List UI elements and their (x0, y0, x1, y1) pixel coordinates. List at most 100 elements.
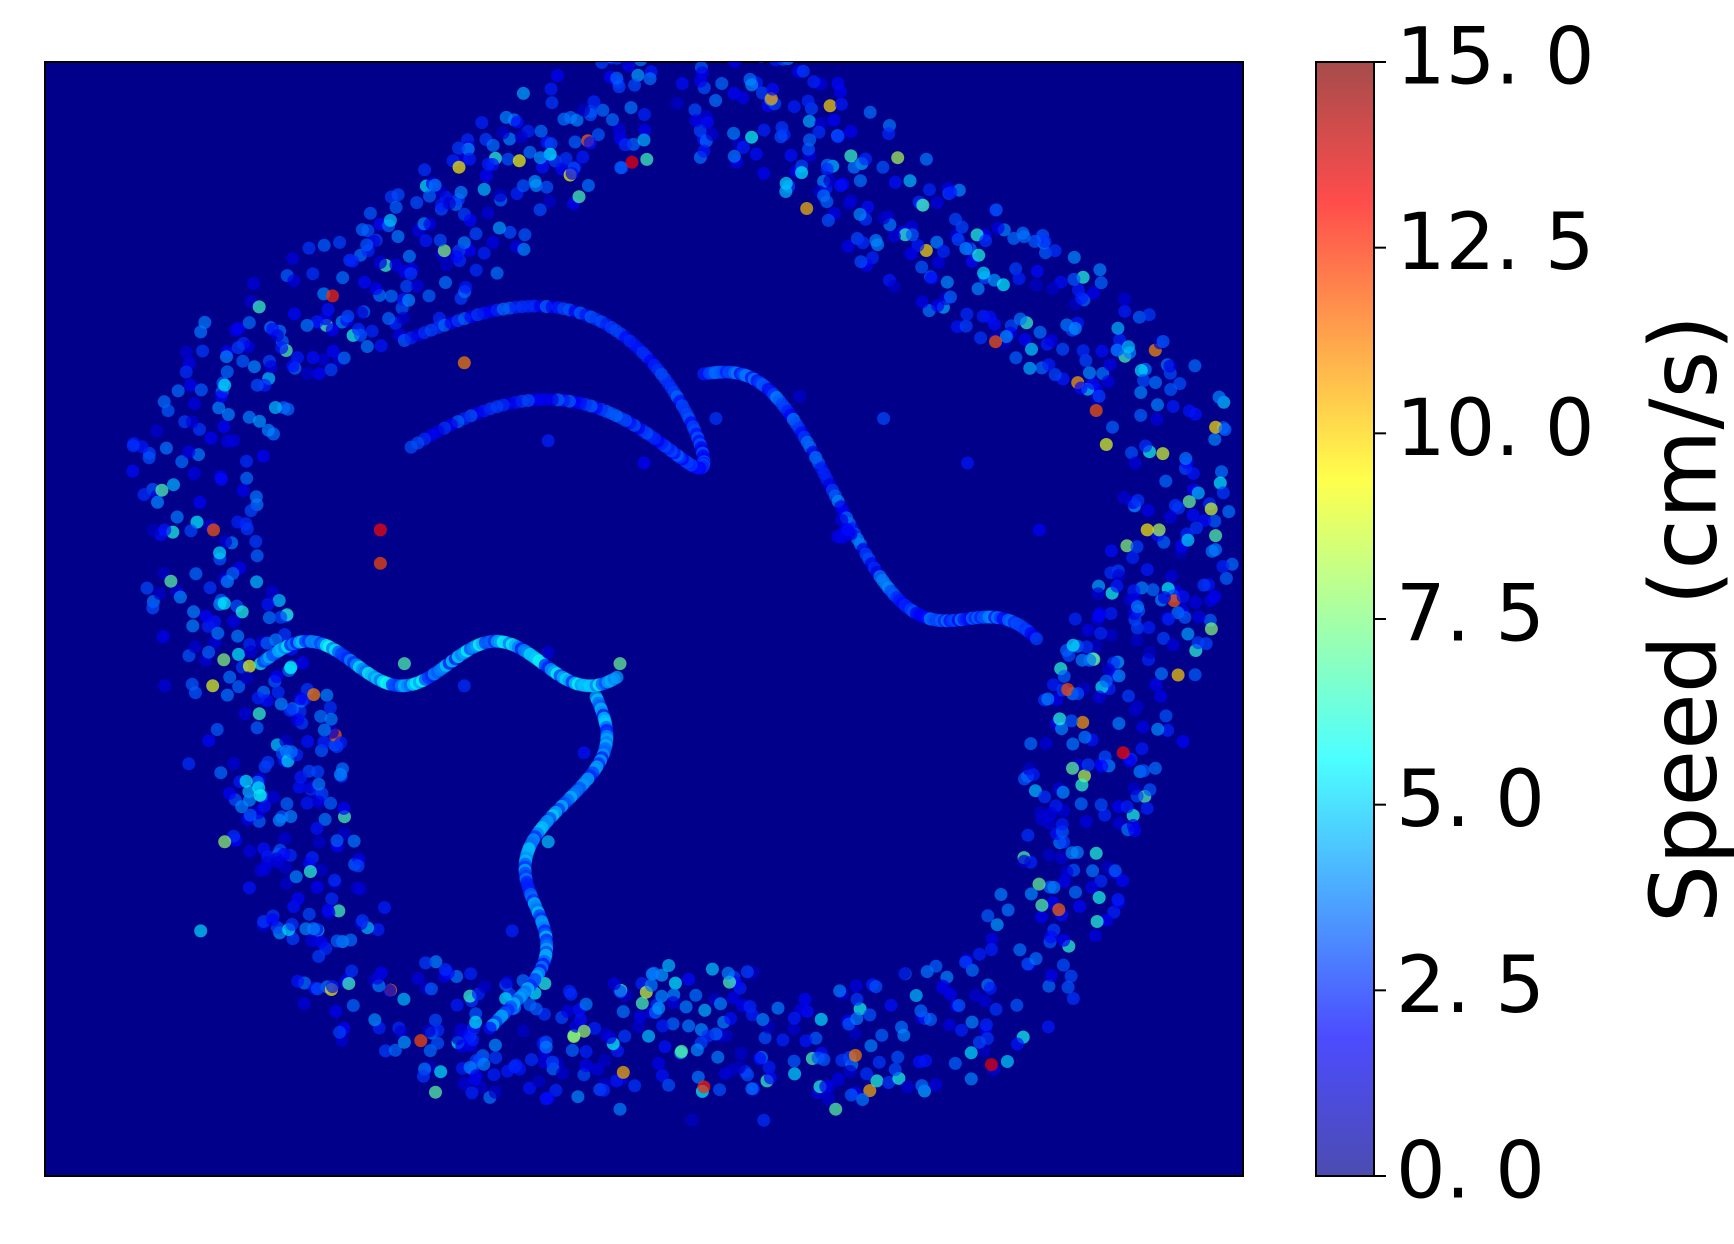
scatter-point (1074, 291, 1088, 305)
scatter-point (232, 321, 246, 335)
scatter-point (1055, 817, 1069, 831)
scatter-point (1216, 559, 1230, 573)
scatter-point (1208, 432, 1222, 446)
scatter-point (1157, 631, 1170, 645)
colorbar-tick-label: 5. 0 (1396, 755, 1545, 845)
scatter-point (220, 575, 234, 588)
scatter-point (294, 770, 308, 784)
scatter-point (146, 523, 160, 537)
scatter-point (727, 126, 741, 140)
scatter-point (919, 152, 933, 166)
scatter-point (720, 1029, 734, 1043)
scatter-point (481, 157, 495, 171)
scatter-point (1188, 595, 1202, 609)
scatter-point (733, 1060, 747, 1074)
scatter-point (1209, 529, 1223, 543)
scatter-point (669, 43, 682, 56)
scatter-point (260, 855, 274, 869)
scatter-point (1092, 609, 1106, 623)
scatter-point (301, 367, 315, 380)
scatter-point (766, 82, 780, 96)
scatter-point (286, 359, 300, 373)
scatter-point (1191, 636, 1205, 650)
scatter-point (500, 975, 514, 989)
scatter-point (854, 255, 868, 269)
scatter-point (849, 1026, 862, 1040)
scatter-point (1081, 623, 1095, 637)
scatter-point (469, 1069, 483, 1083)
scatter-point (1013, 312, 1027, 326)
scatter-point (336, 271, 350, 285)
scatter-point (1067, 250, 1081, 264)
scatter-point (616, 1005, 630, 1019)
scatter-point (337, 801, 351, 815)
scatter-point (916, 198, 930, 212)
scatter-point (1222, 505, 1236, 519)
scatter-point (203, 581, 217, 595)
scatter-point (603, 1031, 617, 1045)
scatter-point (488, 1085, 502, 1099)
scatter-point (877, 412, 891, 425)
scatter-point (655, 1069, 669, 1082)
scatter-point (324, 712, 338, 726)
scatter-point (1141, 504, 1155, 517)
scatter-point (1079, 354, 1093, 367)
scatter-point (827, 113, 841, 127)
scatter-point (1125, 446, 1138, 460)
scatter-point (221, 434, 234, 448)
scatter-point (261, 423, 275, 437)
scatter-point (429, 1085, 442, 1099)
scatter-point (1069, 885, 1082, 899)
scatter-point (438, 963, 452, 976)
scatter-point (150, 424, 164, 438)
scatter-point (1048, 244, 1062, 258)
scatter-point (312, 367, 326, 381)
scatter-point (1044, 807, 1058, 820)
scatter-point (973, 947, 986, 961)
scatter-point (1088, 929, 1102, 942)
scatter-point (965, 1015, 979, 1029)
scatter-point (347, 834, 361, 848)
scatter-point (848, 1048, 862, 1062)
scatter-point (465, 1086, 479, 1100)
scatter-point (250, 378, 264, 392)
scatter-point (269, 633, 283, 647)
scatter-point (481, 206, 495, 220)
scatter-point (1055, 722, 1069, 736)
scatter-point (227, 614, 241, 628)
scatter-point (1172, 501, 1186, 515)
scatter-point (685, 1113, 699, 1127)
scatter-point (1071, 687, 1085, 701)
scatter-point (915, 295, 929, 309)
scatter-point (510, 115, 524, 129)
scatter-point (775, 121, 789, 135)
scatter-point (1038, 235, 1052, 248)
scatter-point (1122, 689, 1135, 703)
scatter-point (1061, 683, 1075, 696)
scatter-point (1212, 390, 1226, 404)
scatter-point (844, 194, 858, 208)
scatter-point (206, 679, 220, 693)
scatter-point (922, 183, 936, 197)
scatter-point (764, 92, 778, 106)
scatter-point (1178, 610, 1192, 624)
scatter-point (859, 152, 872, 166)
scatter-point (358, 275, 371, 289)
scatter-point (355, 306, 369, 320)
scatter-point (204, 431, 218, 445)
scatter-point (1103, 358, 1117, 372)
scatter-point (1112, 669, 1126, 683)
scatter-point (523, 1081, 536, 1095)
scatter-point (756, 1013, 770, 1026)
scatter-point (875, 1028, 889, 1042)
scatter-point (221, 408, 235, 421)
scatter-point (151, 495, 164, 509)
scatter-point (596, 103, 610, 117)
scatter-point (640, 152, 654, 166)
scatter-point (931, 299, 945, 313)
scatter-point (1111, 893, 1125, 906)
scatter-point (422, 1024, 436, 1038)
scatter-point (264, 360, 278, 374)
scatter-point (213, 546, 227, 560)
scatter-point (1137, 374, 1151, 387)
